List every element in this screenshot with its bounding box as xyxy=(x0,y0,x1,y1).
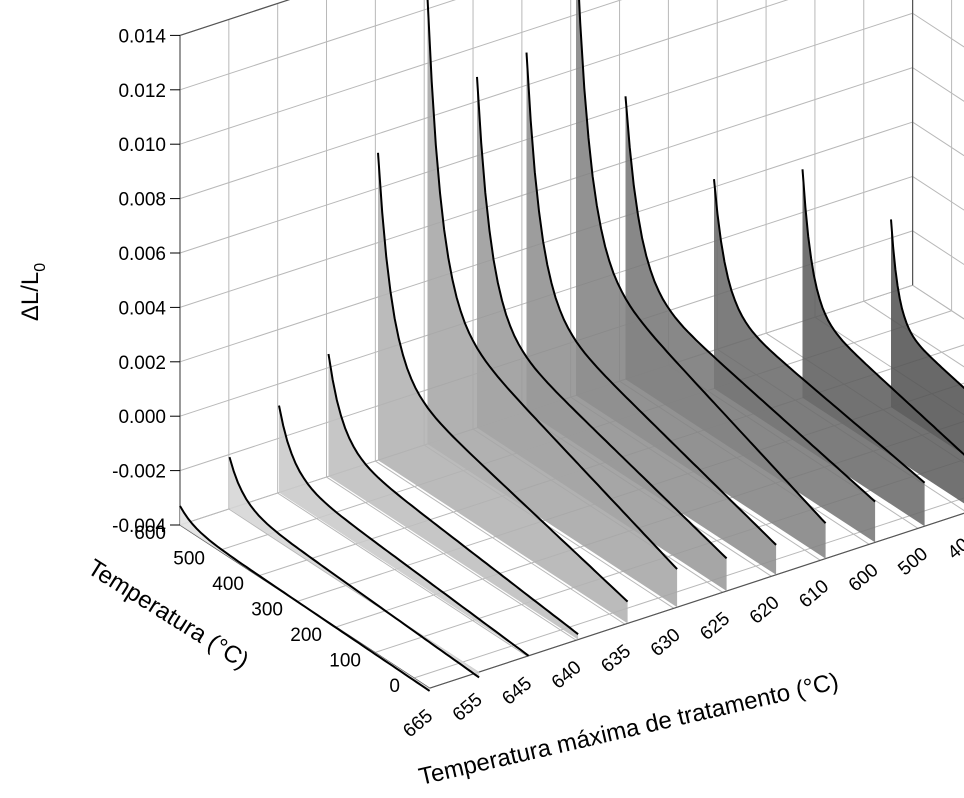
x-tick-label: 300 xyxy=(251,600,283,621)
y-tick-label: 0.012 xyxy=(118,81,166,102)
y-tick-label: -0.004 xyxy=(112,516,166,537)
series-slab-300 xyxy=(891,219,964,455)
z-tick-label: 400 xyxy=(944,527,964,563)
x-tick-label: 0 xyxy=(389,676,400,697)
y-axis-title: ΔL/L0 xyxy=(17,263,49,321)
back-wall-gridline xyxy=(179,67,913,308)
x-tick-label: 100 xyxy=(329,651,361,672)
y-tick-label: 0.006 xyxy=(118,244,166,265)
z-tick-label: 500 xyxy=(894,544,932,580)
floor-gridline xyxy=(413,497,964,679)
z-tick-label: 645 xyxy=(498,673,536,709)
y-axis-title-subscript: 0 xyxy=(32,263,49,272)
x-axis-title: Temperatura (°C) xyxy=(83,554,254,675)
axis-frame-edge xyxy=(179,0,291,36)
series-curve-620 xyxy=(525,52,777,546)
series-slab-635 xyxy=(378,152,628,624)
series-curve-625 xyxy=(476,76,728,560)
series-curve-635 xyxy=(377,152,629,603)
y-tick-label: 0.008 xyxy=(118,190,166,211)
y-tick-label: -0.002 xyxy=(112,462,166,483)
side-wall-gridline xyxy=(912,176,964,211)
series-slab-500 xyxy=(714,179,925,527)
side-wall-gridline xyxy=(912,67,964,102)
series-slab-640 xyxy=(328,354,579,640)
series-curve-640 xyxy=(327,353,579,635)
series-curve-500 xyxy=(713,179,926,484)
floor-gridline xyxy=(375,460,626,625)
floor-gridline xyxy=(326,476,577,641)
x-tick-label: 200 xyxy=(290,625,322,646)
back-wall-gridline xyxy=(179,121,913,363)
series-curve-645 xyxy=(278,405,530,657)
y-tick-label: 0.004 xyxy=(118,298,166,319)
y-tick-label: 0.000 xyxy=(118,407,166,428)
y-tick-label: 0.010 xyxy=(118,135,166,156)
y-tick-label: 0.014 xyxy=(118,26,166,47)
z-tick-label: 665 xyxy=(399,706,437,742)
back-wall-gridline xyxy=(179,0,456,91)
series-curve-630 xyxy=(426,0,678,570)
z-tick-label: 625 xyxy=(696,608,734,644)
axis-frame-edge xyxy=(429,512,964,689)
z-tick-label: 640 xyxy=(548,657,586,693)
side-wall-gridline xyxy=(913,0,964,13)
series-curve-665 xyxy=(179,505,431,692)
floor-gridline xyxy=(912,284,964,320)
series-slabs xyxy=(179,0,964,692)
floor-gridline xyxy=(277,492,528,657)
back-wall-gridline xyxy=(179,0,789,200)
y-tick-label: 0.002 xyxy=(118,353,166,374)
back-wall-gridline xyxy=(179,12,913,254)
z-tick-label: 635 xyxy=(597,641,635,677)
series-curve-400 xyxy=(801,169,964,456)
x-tick-label: 600 xyxy=(134,523,166,544)
series-curve-655 xyxy=(228,456,480,679)
side-wall-gridline xyxy=(912,12,964,48)
side-wall-gridline xyxy=(912,230,964,266)
side-wall-gridline xyxy=(912,121,964,157)
y-axis-title-main: ΔL/L xyxy=(17,272,44,321)
back-wall-gridline xyxy=(179,0,623,145)
z-tick-label: 610 xyxy=(795,576,833,612)
series-curve-300 xyxy=(890,219,964,390)
series-curve-610 xyxy=(578,0,827,524)
x-tick-label: 400 xyxy=(212,574,244,595)
z-tick-label: 655 xyxy=(449,689,487,725)
series-slab-665 xyxy=(180,506,430,691)
back-wall-gridline xyxy=(179,0,290,36)
z-tick-label: 620 xyxy=(746,592,784,628)
z-tick-label: 630 xyxy=(647,625,685,661)
z-tick-label: 600 xyxy=(845,560,883,596)
z-axis-title: Temperatura máxima de tratamento (°C) xyxy=(416,668,841,791)
x-tick-label: 500 xyxy=(173,549,205,570)
series-curve-600 xyxy=(624,96,876,503)
side-wall-gridline xyxy=(913,0,964,68)
series-slab-630 xyxy=(427,0,678,608)
